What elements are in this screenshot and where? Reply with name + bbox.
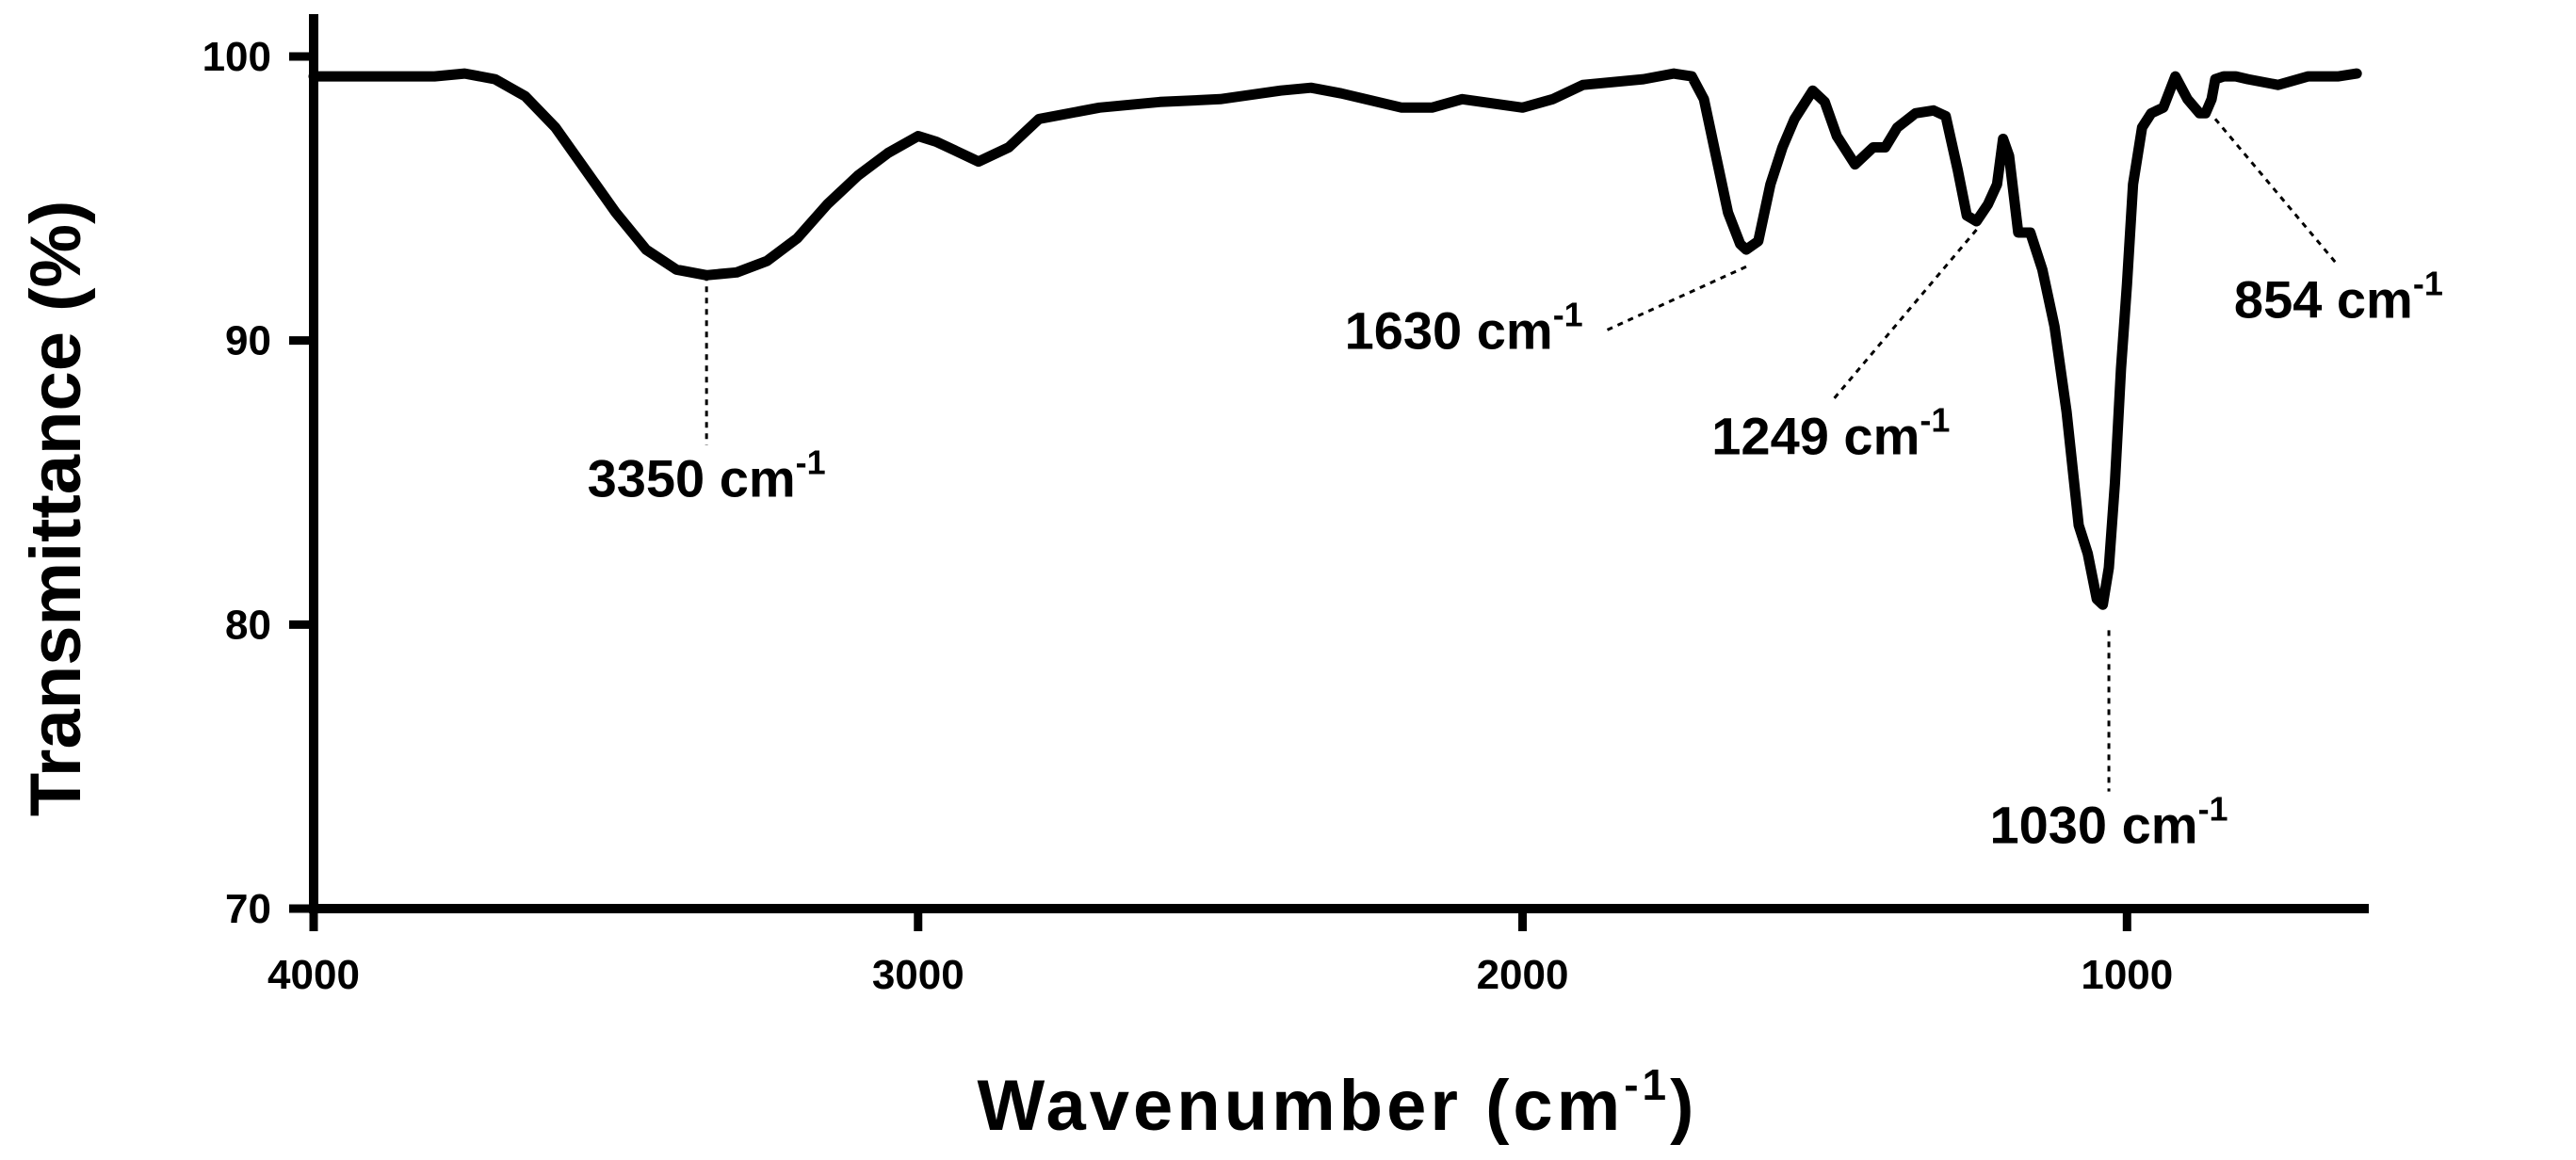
- x-tick-label-1000: 1000: [2081, 952, 2173, 998]
- annotation-superscript: -1: [796, 443, 826, 482]
- series-line: [308, 68, 2362, 610]
- tick-labels: 4000 3000 2000 1000 70 80 90 100: [203, 34, 2174, 998]
- annotation-superscript: -1: [2198, 790, 2228, 829]
- y-axis-title: Transmittance (%): [16, 201, 96, 817]
- annotation-text: 3350 cm: [588, 449, 796, 508]
- annotation-label-1030: 1030 cm-1: [1989, 790, 2228, 855]
- annotation-text: 1630 cm: [1345, 301, 1553, 361]
- annotation-label-854: 854 cm-1: [2234, 265, 2443, 330]
- annotation-text: 1030 cm: [1989, 796, 2197, 855]
- axes: [309, 14, 2369, 913]
- x-axis-title-main: Wavenumber (cm: [978, 1066, 1625, 1146]
- x-tick-label-4000: 4000: [267, 952, 360, 998]
- annotation-label-1249: 1249 cm-1: [1711, 400, 1950, 465]
- annotation-label-1630: 1630 cm-1: [1345, 296, 1583, 361]
- x-axis-title-sup: -1: [1624, 1060, 1670, 1109]
- annotation-superscript: -1: [1920, 400, 1950, 439]
- annotation-superscript: -1: [1553, 296, 1583, 334]
- annotation-leader-1630: [1606, 265, 1747, 332]
- y-tick-label-80: 80: [225, 602, 271, 648]
- y-tick-label-70: 70: [225, 886, 271, 932]
- annotation-leader-1249: [1829, 229, 1978, 404]
- annotation-text: 854 cm: [2234, 270, 2413, 330]
- annotation-text: 1249 cm: [1711, 406, 1920, 465]
- tick-marks: [289, 52, 2131, 931]
- x-axis-title: Wavenumber (cm-1): [978, 1060, 1698, 1146]
- annotation-leader-854: [2213, 118, 2341, 267]
- x-tick-label-2000: 2000: [1477, 952, 1569, 998]
- y-tick-label-90: 90: [225, 318, 271, 364]
- x-tick-label-3000: 3000: [872, 952, 964, 998]
- y-tick-label-100: 100: [203, 34, 271, 80]
- x-axis-title-close: ): [1670, 1066, 1697, 1146]
- annotation-superscript: -1: [2413, 265, 2443, 303]
- annotation-label-3350: 3350 cm-1: [588, 443, 826, 508]
